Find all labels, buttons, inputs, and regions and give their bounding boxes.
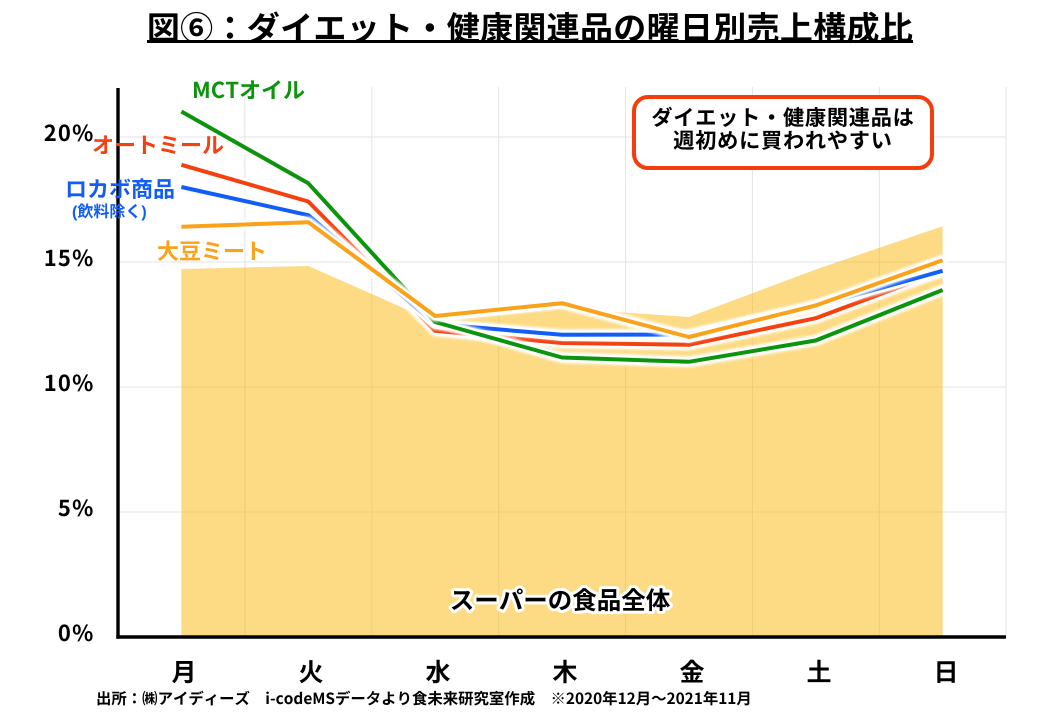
svg-text:スーパーの食品全体: スーパーの食品全体 xyxy=(450,582,671,617)
